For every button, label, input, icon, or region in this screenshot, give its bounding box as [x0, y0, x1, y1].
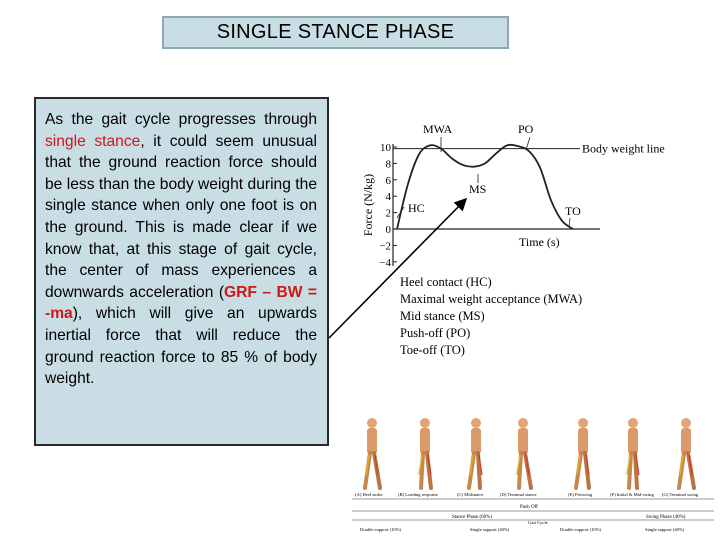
equation-highlight: GRF – BW = -ma [45, 283, 317, 323]
paragraph-text-1: As the gait cycle progresses through [45, 111, 317, 128]
paragraph-text-2: , it could seem unusual that the ground … [45, 132, 317, 301]
to-pointer [568, 217, 571, 228]
walking-figure [626, 418, 640, 490]
support-labels: Double support (10%) Single support (40%… [360, 527, 685, 532]
support-label-1: Double support (10%) [360, 527, 402, 532]
chart-y-ticks: 10 8 6 4 2 0 −2 −4 [379, 142, 397, 269]
hc-label: HC [408, 201, 425, 215]
walking-figures [363, 418, 696, 490]
slide-title: SINGLE STANCE PHASE [162, 16, 509, 49]
y-tick-label: −2 [379, 240, 391, 252]
pointer-arrow [328, 197, 468, 339]
walking-figure [418, 418, 433, 490]
walking-figure [574, 418, 591, 490]
paragraph-text-3: ), which will give an upwards inertial f… [45, 305, 317, 388]
phase-label-c: (C) Midstance [457, 492, 483, 497]
legend-item-to: Toe-off (TO) [400, 343, 465, 357]
walking-figure [467, 418, 483, 490]
y-tick-label: 2 [386, 208, 392, 220]
support-label-2: Single support (40%) [470, 527, 510, 532]
walking-figure [516, 418, 533, 490]
chart-x-label: Time (s) [519, 235, 560, 249]
walking-figure [363, 418, 382, 490]
slide-title-text: SINGLE STANCE PHASE [216, 21, 455, 43]
legend-item-hc: Heel contact (HC) [400, 275, 492, 289]
legend-item-po: Push-off (PO) [400, 326, 470, 340]
grf-curve [396, 143, 574, 230]
explanation-panel: As the gait cycle progresses through sin… [34, 97, 329, 446]
to-label: TO [565, 204, 581, 218]
ms-label: MS [469, 182, 486, 196]
support-label-4: Single support (40%) [645, 527, 685, 532]
chart-y-label: Force (N/kg) [361, 174, 375, 236]
support-label-3: Double support (10%) [560, 527, 602, 532]
phase-label-a: (A) Heel strike [355, 492, 383, 497]
y-tick-label: 10 [380, 142, 392, 154]
event-legend: Heel contact (HC) Maximal weight accepta… [400, 275, 582, 357]
gait-cycle-illustration: (A) Heel strike (B) Loading response (C)… [352, 418, 714, 532]
y-tick-label: 8 [386, 158, 392, 170]
push-off-label: Push Off [520, 505, 538, 510]
phase-labels: (A) Heel strike (B) Loading response (C)… [355, 492, 699, 497]
single-stance-highlight: single stance [45, 132, 141, 150]
phase-label-e: (E) Preswing [568, 492, 593, 497]
y-tick-label: 0 [386, 224, 392, 236]
legend-item-mwa: Maximal weight acceptance (MWA) [400, 292, 582, 306]
hc-pointer [396, 206, 405, 219]
po-label: PO [518, 122, 534, 136]
swing-phase-label: Swing Phase (40%) [646, 515, 686, 520]
phase-label-f: (F) Initial & Mid-swing [610, 492, 654, 497]
gait-cycle-label: Gait Cycle [528, 520, 548, 525]
mwa-label: MWA [423, 122, 453, 136]
legend-item-ms: Mid stance (MS) [400, 309, 485, 323]
stance-phase-label: Stance Phase (60%) [452, 515, 492, 520]
walking-figure [677, 418, 696, 490]
body-weight-line-label: Body weight line [582, 142, 665, 156]
phase-label-d: (D) Terminal stance [500, 492, 537, 497]
phase-label-b: (B) Loading response [398, 492, 438, 497]
y-tick-label: −4 [379, 257, 391, 269]
po-pointer [525, 136, 531, 151]
y-tick-label: 4 [386, 191, 392, 203]
phase-label-g: (G) Terminal swing [662, 492, 699, 497]
y-tick-label: 6 [386, 175, 392, 187]
